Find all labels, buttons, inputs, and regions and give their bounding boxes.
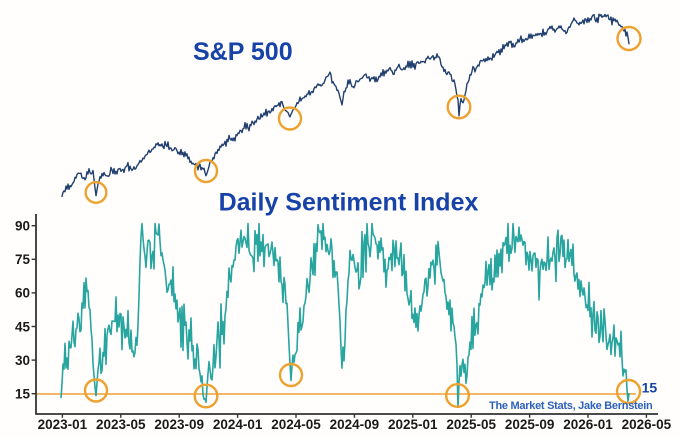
svg-text:2025-09: 2025-09	[505, 417, 555, 432]
svg-text:S&P 500: S&P 500	[193, 38, 293, 66]
svg-text:75: 75	[15, 252, 31, 267]
svg-text:2023-01: 2023-01	[38, 417, 88, 432]
svg-text:2026-05: 2026-05	[622, 417, 672, 432]
svg-text:2023-05: 2023-05	[96, 417, 146, 432]
svg-text:2024-09: 2024-09	[330, 417, 380, 432]
svg-text:2024-05: 2024-05	[271, 417, 321, 432]
svg-text:2025-05: 2025-05	[446, 417, 496, 432]
svg-text:15: 15	[15, 387, 31, 402]
svg-text:2024-01: 2024-01	[213, 417, 263, 432]
svg-text:2025-01: 2025-01	[388, 417, 438, 432]
svg-text:45: 45	[15, 319, 31, 334]
svg-text:60: 60	[15, 286, 30, 301]
svg-text:90: 90	[15, 219, 30, 234]
svg-text:15: 15	[642, 380, 658, 396]
svg-text:Daily Sentiment Index: Daily Sentiment Index	[219, 188, 479, 216]
svg-text:2023-09: 2023-09	[154, 417, 204, 432]
svg-text:30: 30	[15, 353, 30, 368]
svg-text:The Market Stats, Jake Bernste: The Market Stats, Jake Bernstein	[489, 400, 653, 412]
svg-text:2026-01: 2026-01	[563, 417, 613, 432]
